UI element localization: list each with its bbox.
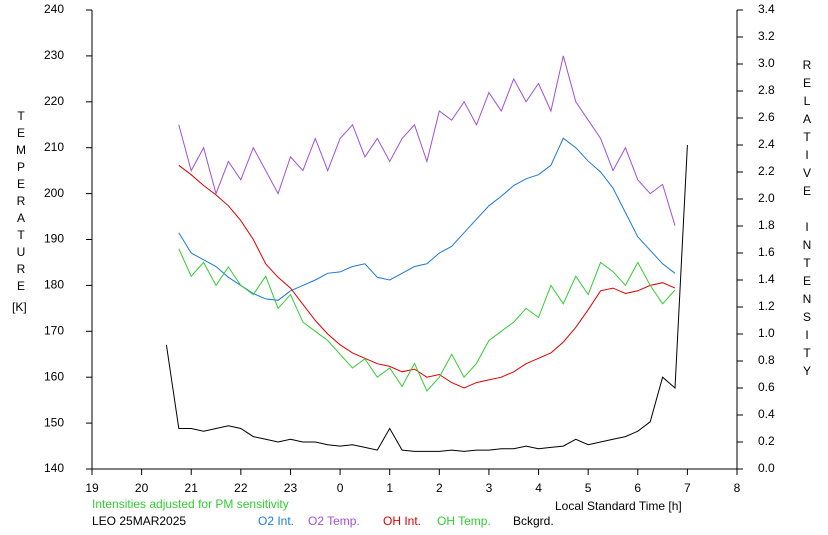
y-tick-label: 230	[44, 48, 64, 62]
y-tick-label: 240	[44, 2, 64, 16]
series-line	[178, 137, 676, 301]
x-tick-label: 21	[185, 481, 199, 495]
y2-tick-label: 0.8	[758, 353, 775, 367]
y-tick-label: 140	[44, 461, 64, 475]
legend-entry: OH Int.	[383, 514, 421, 528]
x-axis-label: Local Standard Time [h]	[555, 499, 682, 513]
y2-tick-label: 0.0	[758, 461, 775, 475]
y2-tick-label: 3.4	[758, 2, 775, 16]
y2-tick-label: 2.8	[758, 83, 775, 97]
y2-tick-label: 0.6	[758, 380, 775, 394]
y-axis-label: TEMPERATURE	[14, 109, 28, 296]
y2-tick-label: 0.4	[758, 407, 775, 421]
series-line	[178, 55, 676, 226]
x-tick-label: 19	[85, 481, 99, 495]
legend-entry: OH Temp.	[437, 514, 491, 528]
y2-tick-label: 1.6	[758, 245, 775, 259]
y2-tick-label: 0.2	[758, 434, 775, 448]
legend-entry: O2 Int.	[258, 514, 294, 528]
y-tick-label: 150	[44, 415, 64, 429]
x-tick-label: 3	[486, 481, 493, 495]
y-tick-label: 190	[44, 232, 64, 246]
y-tick-label: 210	[44, 140, 64, 154]
y2-tick-label: 1.0	[758, 326, 775, 340]
y-tick-label: 220	[44, 94, 64, 108]
x-tick-label: 23	[284, 481, 298, 495]
annotation: Intensities adjusted for PM sensitivity	[92, 497, 289, 511]
x-tick-label: 6	[634, 481, 641, 495]
x-tick-label: 20	[135, 481, 149, 495]
x-tick-label: 2	[436, 481, 443, 495]
y-axis-unit: [K]	[12, 300, 27, 314]
annotation: LEO 25MAR2025	[92, 514, 186, 528]
y2-tick-label: 1.4	[758, 272, 775, 286]
x-tick-label: 5	[585, 481, 592, 495]
series-line	[178, 164, 676, 389]
y-tick-label: 200	[44, 186, 64, 200]
y2-tick-label: 2.0	[758, 191, 775, 205]
legend-entry: Bckgrd.	[513, 514, 554, 528]
y2-tick-label: 3.2	[758, 29, 775, 43]
y-tick-label: 170	[44, 323, 64, 337]
x-tick-label: 1	[386, 481, 393, 495]
y-tick-label: 160	[44, 369, 64, 383]
legend-entry: O2 Temp.	[308, 514, 360, 528]
series-line	[165, 144, 688, 452]
y2-tick-label: 3.0	[758, 56, 775, 70]
series-line	[178, 248, 676, 392]
y2-tick-label: 1.8	[758, 218, 775, 232]
y2-tick-label: 2.4	[758, 137, 775, 151]
y2-axis-label: RELATIVE INTENSITY	[800, 58, 814, 382]
y2-tick-label: 1.2	[758, 299, 775, 313]
x-tick-label: 22	[234, 481, 248, 495]
y2-tick-label: 2.6	[758, 110, 775, 124]
x-tick-label: 8	[734, 481, 741, 495]
x-tick-label: 0	[337, 481, 344, 495]
x-tick-label: 4	[535, 481, 542, 495]
y2-tick-label: 2.2	[758, 164, 775, 178]
y-tick-label: 180	[44, 278, 64, 292]
x-tick-label: 7	[684, 481, 691, 495]
